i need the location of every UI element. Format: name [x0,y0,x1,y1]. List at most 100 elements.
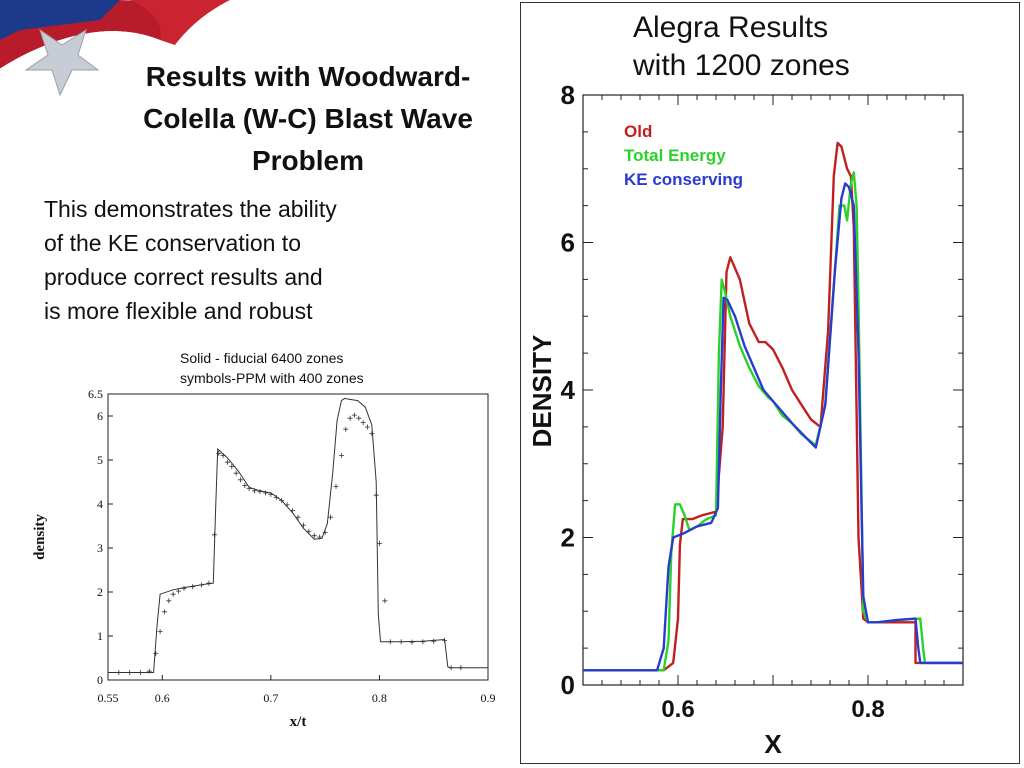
data-point-ppm [190,584,196,590]
data-point-ppm [442,637,448,643]
data-point-ppm [206,580,212,586]
data-point-ppm [176,588,182,594]
x-tick-label: 0.55 [98,691,119,705]
data-point-ppm [246,486,252,492]
body-text: This demonstrates the ability of the KE … [44,196,337,324]
data-point-ppm [333,483,339,489]
series-line-total-energy [583,171,963,672]
data-point-ppm [317,534,323,540]
y-tick-label: 1 [97,629,103,643]
note-line-symbols: symbols-PPM with 400 zones [180,370,364,386]
y-tick-label: 6 [97,409,103,423]
data-point-ppm [458,665,464,671]
x-axis-label: x/t [290,714,307,730]
data-point-ppm [252,488,258,494]
data-point-ppm [448,665,454,671]
data-point-ppm [153,651,159,657]
data-point-ppm [420,639,426,645]
y-tick-label: 3 [97,541,103,555]
x-tick-label: 0.6 [155,691,170,705]
y-tick-label: 5 [97,453,103,467]
data-point-ppm [198,582,204,588]
data-point-ppm [306,528,312,534]
data-point-ppm [347,415,353,421]
data-point-ppm [237,477,243,483]
data-point-ppm [376,541,382,547]
y-axis-label: DENSITY [527,335,557,448]
data-point-ppm [146,668,152,674]
legend-entry: Old [624,122,652,141]
data-point-ppm [157,629,163,635]
y-tick-label: 4 [97,497,103,511]
data-point-ppm [216,450,222,456]
data-point-ppm [233,470,239,476]
logo-image [0,0,230,97]
data-point-ppm [360,420,366,426]
chart-legend-note: Solid - fiducial 6400 zones symbols-PPM … [180,348,364,388]
data-point-ppm [300,522,306,528]
data-point-ppm [322,530,328,536]
data-point-ppm [311,533,317,539]
y-tick-label: 0 [561,670,575,700]
data-point-ppm [262,490,268,496]
y-tick-label: 0 [97,673,103,687]
data-point-ppm [328,514,334,520]
alegra-results-panel: Alegra Results with 1200 zones 0.6 0.8 0 2 4… [520,2,1020,764]
left-density-chart: 0.55 0.6 0.7 0.8 0.9 0 1 2 3 4 5 6 6.5 x/t density [32,387,496,730]
y-tick-label: 2 [561,523,575,553]
data-point-ppm [138,670,144,676]
data-point-ppm [279,497,285,503]
panel-title: Alegra Results with 1200 zones [633,11,850,82]
data-point-ppm [338,453,344,459]
data-point-ppm [127,670,133,676]
data-point-ppm [242,483,248,489]
right-density-chart: 0.6 0.8 0 2 4 6 8 X DENSITY Old Total Energy KE con… [527,83,964,759]
data-point-ppm [369,431,375,437]
data-point-ppm [229,464,235,470]
data-point-ppm [181,585,187,591]
x-tick-label: 0.9 [481,691,496,705]
series-line-fiducial [108,397,488,673]
legend-entry: Total Energy [624,146,726,165]
y-axis-label: density [32,514,48,560]
data-point-ppm [290,508,296,514]
series-line-old [583,141,963,672]
data-point-ppm [382,598,388,604]
series-line-ke-conserving [583,182,963,672]
data-point-ppm [170,591,176,597]
data-point-ppm [166,598,172,604]
data-point-ppm [387,639,393,645]
data-point-ppm [220,453,226,459]
data-point-ppm [257,489,263,495]
data-point-ppm [273,494,279,500]
data-point-ppm [268,491,274,497]
x-tick-label: 0.7 [263,691,278,705]
data-point-ppm [364,424,370,430]
data-point-ppm [373,492,379,498]
legend-entry: KE conserving [624,170,743,189]
y-tick-label: 6.5 [88,387,103,401]
data-point-ppm [431,638,437,644]
data-point-ppm [398,639,404,645]
y-tick-label: 6 [561,228,575,258]
slide-title: Results with Woodward- Colella (W-C) Bla… [143,61,473,176]
data-point-ppm [343,426,349,432]
data-point-ppm [224,459,230,465]
data-point-ppm [409,639,415,645]
data-point-ppm [161,609,167,615]
data-point-ppm [351,412,357,418]
data-point-ppm [116,670,122,676]
y-tick-label: 4 [561,375,576,405]
y-tick-label: 2 [97,585,103,599]
x-axis-label: X [764,729,782,759]
note-line-solid: Solid - fiducial 6400 zones [180,350,344,366]
data-point-ppm [356,415,362,421]
x-tick-label: 0.6 [661,696,694,723]
data-point-ppm [211,532,217,538]
plot-frame [107,393,489,681]
data-point-ppm [284,502,290,508]
data-point-ppm [295,514,301,520]
y-tick-label: 8 [561,83,575,110]
x-tick-label: 0.8 [851,696,884,723]
x-tick-label: 0.8 [372,691,387,705]
